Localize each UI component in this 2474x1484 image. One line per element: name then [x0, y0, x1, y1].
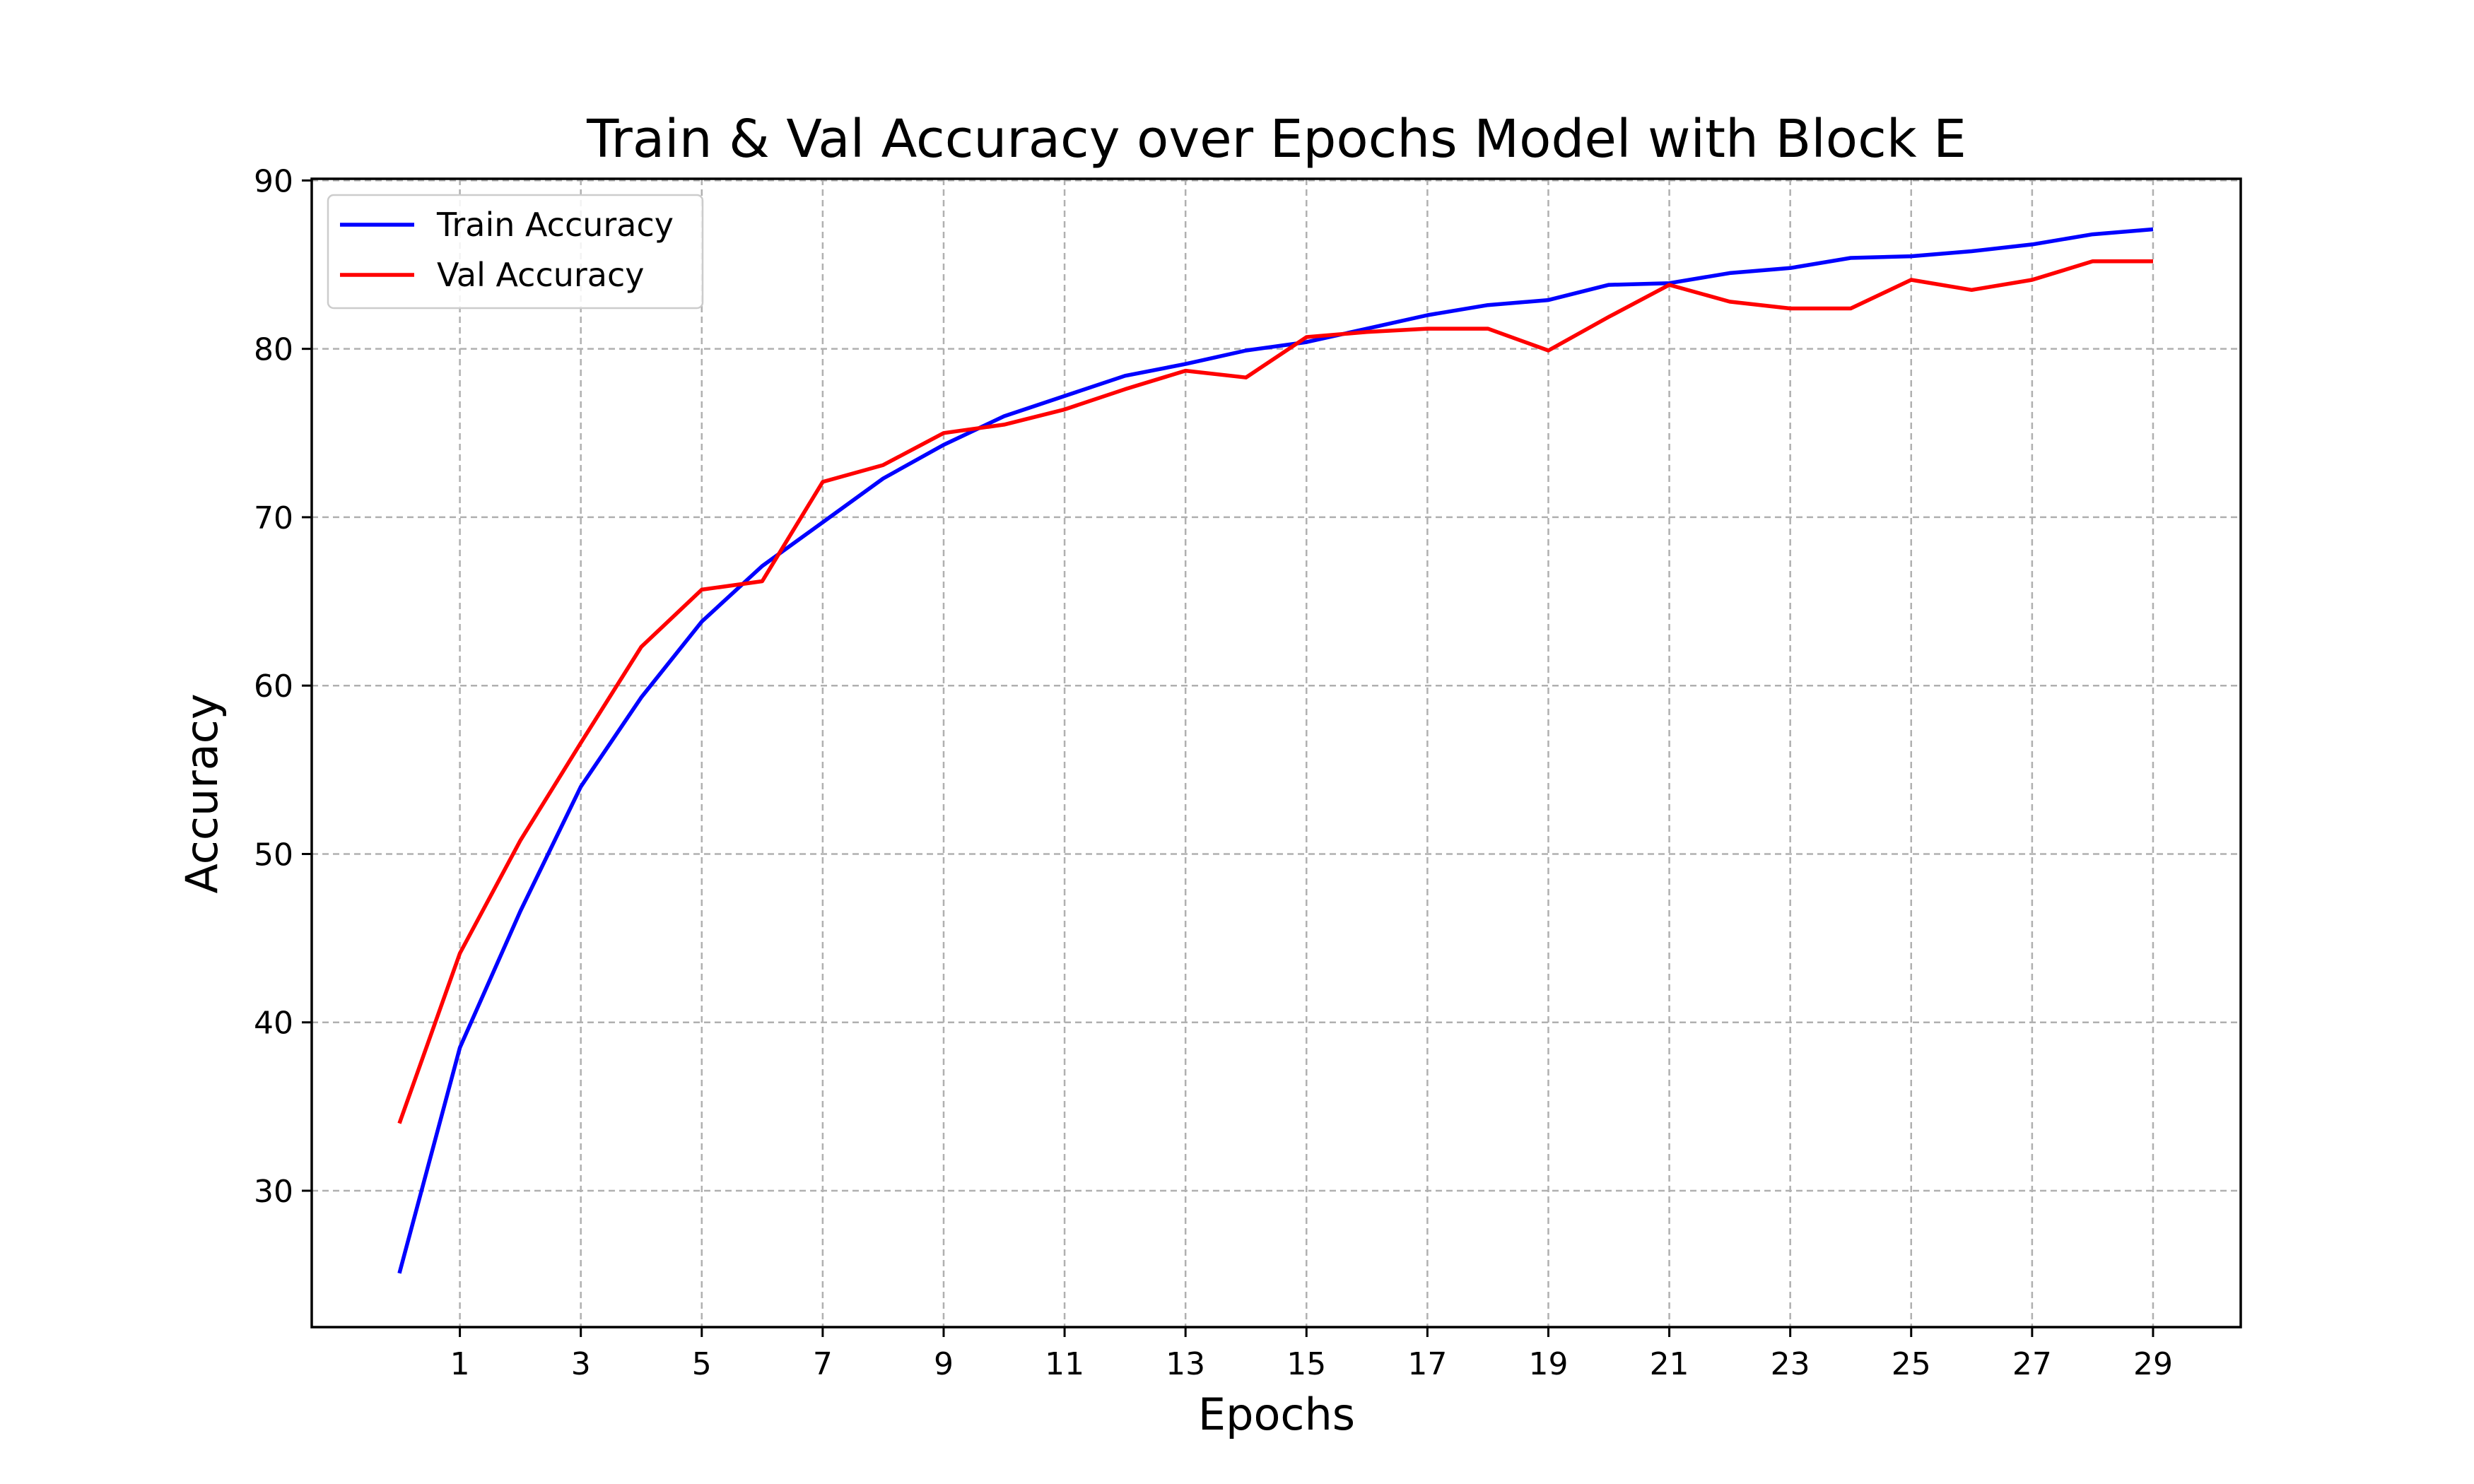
y-tick-label: 60: [254, 669, 293, 705]
series-line-val-accuracy: [397, 259, 2153, 1124]
x-tick-label: 15: [1286, 1346, 1326, 1382]
x-tick-label: 13: [1166, 1346, 1205, 1382]
y-tick-label: 50: [254, 837, 293, 873]
x-tick-label: 9: [934, 1346, 954, 1382]
legend-label-train: Train Accuracy: [436, 206, 674, 244]
series-line-train-accuracy: [397, 227, 2154, 1274]
y-tick-label: 70: [254, 500, 293, 536]
y-tick-label: 30: [254, 1174, 293, 1210]
y-axis-label: Accuracy: [176, 693, 228, 893]
y-tick-label: 80: [254, 332, 293, 368]
y-tick-label: 90: [254, 163, 293, 199]
x-tick-label: 25: [1892, 1346, 1931, 1382]
legend-label-val: Val Accuracy: [437, 256, 645, 294]
x-tick-label: 29: [2133, 1346, 2173, 1382]
grid: [312, 179, 2241, 1327]
x-tick-label: 19: [1528, 1346, 1568, 1382]
x-tick-label: 7: [813, 1346, 833, 1382]
x-tick-label: 21: [1650, 1346, 1689, 1382]
x-axis-label: Epochs: [1198, 1389, 1355, 1440]
x-tick-label: 23: [1771, 1346, 1810, 1382]
x-tick-label: 3: [571, 1346, 591, 1382]
chart-title: Train & Val Accuracy over Epochs Model w…: [586, 109, 1966, 170]
legend: Train Accuracy Val Accuracy: [327, 194, 704, 310]
x-tick-label: 27: [2012, 1346, 2052, 1382]
plot-frame: [310, 177, 2242, 1329]
x-tick-label: 17: [1407, 1346, 1447, 1382]
legend-box: [327, 194, 704, 310]
series-lines: [397, 227, 2154, 1274]
x-tick-label: 11: [1045, 1346, 1084, 1382]
y-tick-label: 40: [254, 1006, 293, 1042]
x-tick-label: 1: [450, 1346, 470, 1382]
x-tick-label: 5: [692, 1346, 712, 1382]
